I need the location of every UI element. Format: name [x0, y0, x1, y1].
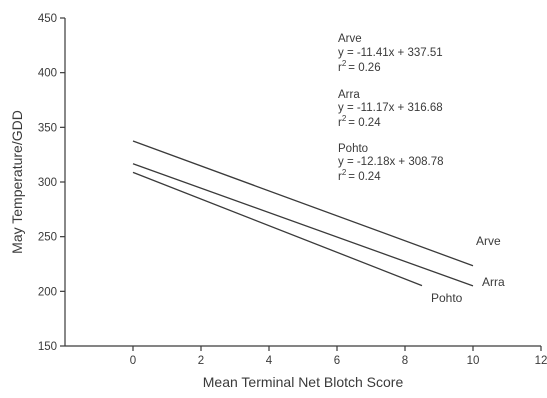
y-tick-label: 200: [38, 286, 57, 298]
y-tick-label: 300: [38, 177, 57, 189]
annotation-arve-name: Arve: [338, 33, 362, 45]
y-axis-title: May Temperature/GDD: [9, 110, 25, 254]
annotation-arra-r2-value: = 0.24: [348, 117, 381, 129]
r2-superscript: 2: [342, 114, 347, 123]
x-tick-label: 8: [402, 355, 408, 367]
annotation-pohto-equation: y = -12.18x + 308.78: [338, 156, 444, 168]
y-tick-label: 250: [38, 232, 57, 244]
x-tick-label: 6: [334, 355, 340, 367]
annotation-arve: Arve y = -11.41x + 337.51 r2 = 0.26: [338, 33, 443, 74]
x-axis-ticks: 0 2 4 6 8 10 12: [130, 346, 547, 367]
annotation-arra-name: Arra: [338, 89, 360, 101]
regression-line-arra: [132, 163, 474, 287]
annotation-arra-r2: r2 = 0.24: [338, 114, 381, 129]
regression-lines: [132, 140, 474, 287]
x-tick-label: 4: [266, 355, 273, 367]
series-label-pohto: Pohto: [431, 291, 463, 305]
regression-line-pohto: [132, 171, 423, 287]
annotation-arra-equation: y = -11.17x + 316.68: [338, 102, 443, 114]
annotation-arve-r2: r2 = 0.26: [338, 59, 381, 74]
r2-symbol: r: [338, 62, 342, 74]
y-tick-label: 450: [38, 13, 57, 25]
annotation-pohto-name: Pohto: [338, 143, 368, 155]
r2-symbol: r: [338, 171, 342, 183]
annotation-arve-r2-value: = 0.26: [348, 62, 380, 74]
x-tick-label: 12: [535, 355, 547, 367]
y-axis-ticks: 150 200 250 300 350 400 450: [38, 13, 65, 353]
r2-symbol: r: [338, 117, 342, 129]
annotation-pohto-r2: r2 = 0.24: [338, 168, 381, 183]
annotation-arra: Arra y = -11.17x + 316.68 r2 = 0.24: [338, 89, 443, 129]
x-tick-label: 0: [130, 355, 136, 367]
x-axis-title: Mean Terminal Net Blotch Score: [203, 374, 404, 390]
regression-line-arve: [132, 140, 474, 267]
annotation-pohto: Pohto y = -12.18x + 308.78 r2 = 0.24: [338, 143, 444, 183]
x-tick-label: 10: [467, 355, 480, 367]
x-tick-label: 2: [198, 355, 204, 367]
y-tick-label: 350: [38, 122, 57, 134]
r2-superscript: 2: [342, 168, 347, 177]
y-tick-label: 150: [38, 341, 57, 353]
annotation-arve-equation: y = -11.41x + 337.51: [338, 47, 443, 59]
series-label-arve: Arve: [476, 234, 501, 248]
series-label-arra: Arra: [482, 275, 505, 289]
y-tick-label: 400: [38, 68, 57, 80]
r2-superscript: 2: [342, 59, 347, 68]
annotation-pohto-r2-value: = 0.24: [348, 171, 381, 183]
